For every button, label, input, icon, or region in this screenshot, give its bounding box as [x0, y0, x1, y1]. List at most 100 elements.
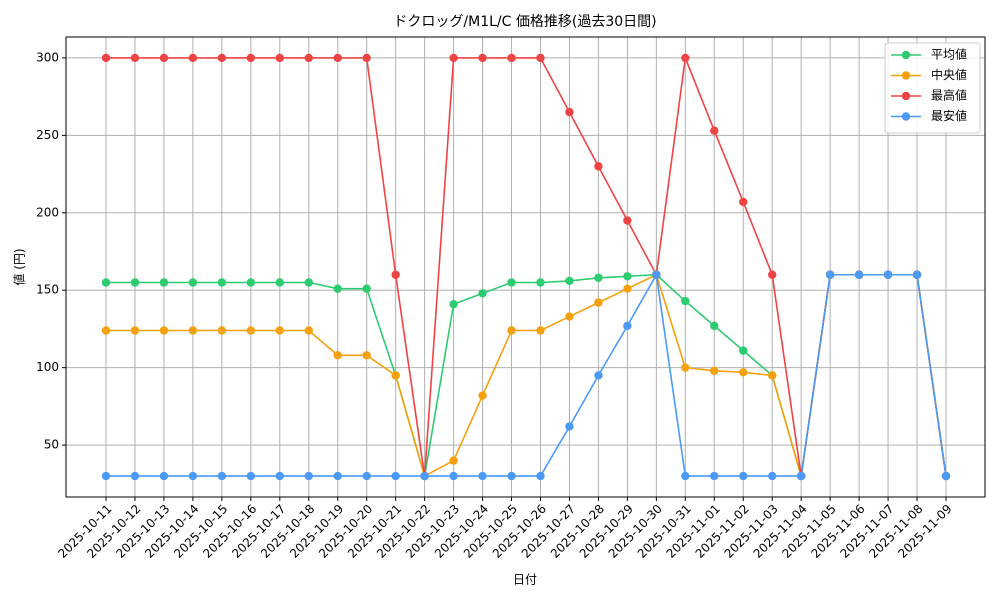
point	[101, 326, 111, 335]
chart-title: ドクロッグ/M1L/C 価格推移(過去30日間)	[393, 14, 656, 30]
point	[449, 53, 458, 63]
point	[130, 326, 140, 335]
point	[449, 471, 458, 481]
point	[362, 284, 371, 293]
point	[333, 284, 342, 293]
point	[304, 278, 313, 287]
point	[188, 53, 198, 63]
point	[391, 471, 400, 481]
point	[188, 326, 198, 335]
legend-label: 中央値	[931, 67, 967, 82]
point	[565, 276, 574, 286]
point	[739, 197, 748, 207]
point	[768, 270, 777, 279]
point	[536, 278, 545, 287]
point	[101, 278, 111, 287]
point	[478, 391, 487, 400]
legend-label: 最安値	[931, 108, 967, 123]
point	[536, 471, 545, 481]
point	[159, 53, 169, 63]
point	[912, 270, 922, 279]
point	[652, 270, 661, 279]
point	[159, 471, 169, 481]
point	[449, 456, 458, 465]
point	[710, 471, 719, 481]
point	[565, 422, 574, 431]
point	[623, 284, 632, 293]
point	[333, 53, 342, 63]
point	[420, 471, 429, 481]
point	[449, 299, 458, 309]
point	[304, 471, 313, 481]
point	[188, 278, 198, 287]
point	[101, 471, 111, 481]
point	[623, 272, 632, 281]
point	[159, 278, 169, 287]
point	[304, 326, 313, 335]
point	[681, 296, 690, 306]
point	[854, 270, 864, 279]
point	[594, 298, 603, 307]
legend-marker	[901, 91, 911, 101]
point	[478, 53, 487, 63]
point	[710, 366, 719, 375]
point	[710, 126, 719, 135]
point	[246, 53, 256, 63]
point	[507, 53, 516, 63]
point	[333, 471, 342, 481]
point	[507, 326, 516, 335]
point	[159, 326, 169, 335]
point	[623, 321, 632, 331]
point	[391, 270, 400, 279]
point	[565, 107, 574, 117]
plot-frame	[65, 36, 986, 498]
point	[130, 53, 140, 63]
legend-label: 平均値	[931, 47, 967, 62]
legend-box	[884, 42, 981, 134]
point	[333, 351, 342, 360]
y-tick-label: 250	[36, 128, 59, 142]
point	[681, 363, 690, 372]
point	[362, 53, 371, 63]
legend-label: 最高値	[931, 88, 967, 103]
y-tick-label: 150	[36, 283, 59, 297]
legend-marker	[901, 50, 911, 60]
point	[362, 351, 371, 360]
point	[188, 471, 198, 481]
point	[275, 471, 284, 481]
point	[101, 53, 111, 63]
point	[594, 162, 603, 171]
series-line	[106, 272, 947, 477]
point	[941, 471, 951, 481]
y-tick-label: 300	[36, 50, 59, 64]
point	[362, 471, 371, 481]
legend-marker	[901, 112, 911, 121]
point	[565, 312, 574, 321]
point	[825, 270, 835, 279]
point	[594, 273, 603, 283]
point	[681, 53, 690, 63]
point	[623, 216, 632, 225]
point	[536, 53, 545, 63]
y-tick-label: 200	[36, 205, 59, 219]
point	[507, 471, 516, 481]
point	[217, 471, 227, 481]
point	[246, 278, 256, 287]
plot-layer	[101, 53, 951, 481]
point	[130, 278, 140, 287]
point	[275, 53, 284, 63]
point	[594, 371, 603, 380]
legend-marker	[901, 71, 911, 80]
point	[768, 471, 777, 481]
y-tick-label: 50	[44, 438, 59, 452]
y-tick-label: 100	[36, 360, 59, 374]
x-axis-label: 日付	[513, 573, 537, 587]
point	[507, 278, 516, 287]
point	[217, 326, 227, 335]
point	[739, 346, 748, 355]
point	[217, 278, 227, 287]
point	[478, 289, 487, 298]
